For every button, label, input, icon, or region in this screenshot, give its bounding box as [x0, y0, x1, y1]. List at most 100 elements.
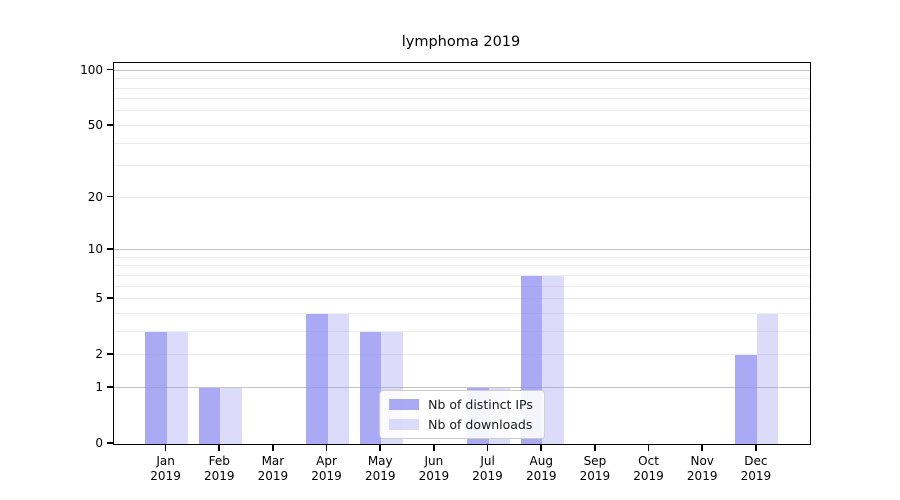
x-tick-mark-apr — [325, 444, 328, 451]
x-tick-month: Sep — [583, 454, 607, 468]
x-tick-label-jul: Jul 2019 — [456, 454, 520, 484]
y-tick-mark-100 — [107, 68, 113, 71]
y-tick-mark-2 — [107, 353, 113, 355]
x-tick-month: Jul — [480, 454, 495, 468]
y-tick-mark-0 — [107, 442, 113, 444]
minor-gridline-8 — [114, 265, 810, 267]
minor-gridline-7 — [114, 274, 810, 276]
x-tick-year: 2019 — [525, 469, 557, 483]
bar-nb-of-distinct-ips-jan — [145, 331, 167, 444]
x-tick-mark-nov — [701, 444, 703, 451]
x-tick-label-oct: Oct 2019 — [617, 454, 681, 484]
x-tick-mark-aug — [540, 444, 543, 451]
legend-item-downloads: Nb of downloads — [389, 417, 533, 432]
legend: Nb of distinct IPs Nb of downloads — [379, 390, 545, 439]
minor-gridline-50 — [114, 124, 810, 126]
x-tick-label-jan: Jan 2019 — [134, 454, 198, 484]
x-tick-label-dec: Dec 2019 — [724, 454, 788, 484]
x-tick-label-nov: Nov 2019 — [670, 454, 734, 484]
x-tick-label-feb: Feb 2019 — [187, 454, 251, 484]
major-gridline-10 — [114, 249, 810, 251]
minor-gridline-30 — [114, 165, 810, 167]
bar-nb-of-distinct-ips-dec — [735, 355, 757, 444]
y-tick-mark-50 — [107, 124, 113, 126]
x-tick-mark-jan — [164, 444, 167, 451]
x-tick-mark-jun — [433, 444, 435, 451]
x-tick-month: Dec — [744, 454, 768, 468]
minor-gridline-4 — [114, 312, 810, 314]
bar-nb-of-downloads-feb — [220, 387, 242, 444]
y-tick-mark-1 — [107, 386, 113, 388]
legend-label-downloads: Nb of downloads — [428, 417, 533, 432]
x-tick-year: 2019 — [686, 469, 718, 483]
x-tick-label-jun: Jun 2019 — [402, 454, 466, 484]
y-tick-label-20: 20 — [87, 189, 103, 204]
x-tick-month: Mar — [261, 454, 285, 468]
legend-item-distinct-ips: Nb of distinct IPs — [389, 397, 533, 412]
bar-nb-of-downloads-apr — [327, 313, 350, 444]
x-tick-mark-sep — [594, 444, 596, 451]
x-tick-month: Nov — [690, 454, 714, 468]
bar-nb-of-distinct-ips-may — [359, 331, 382, 444]
x-tick-label-apr: Apr 2019 — [295, 454, 359, 484]
legend-label-distinct-ips: Nb of distinct IPs — [428, 397, 533, 412]
minor-gridline-70 — [114, 98, 810, 100]
minor-gridline-80 — [114, 87, 810, 89]
minor-gridline-2 — [114, 354, 810, 356]
x-tick-year: 2019 — [633, 469, 664, 483]
x-tick-mark-oct — [647, 444, 650, 451]
x-tick-label-may: May 2019 — [348, 454, 412, 484]
x-tick-mark-dec — [755, 444, 757, 451]
x-tick-month: Apr — [316, 454, 337, 468]
minor-gridline-9 — [114, 256, 810, 258]
bar-nb-of-distinct-ips-feb — [198, 387, 221, 444]
y-tick-label-0: 0 — [95, 436, 103, 450]
major-gridline-1 — [114, 386, 810, 388]
bar-nb-of-downloads-dec — [756, 313, 779, 444]
minor-gridline-40 — [114, 142, 810, 144]
plot-area: Nb of distinct IPs Nb of downloads — [113, 62, 811, 445]
minor-gridline-6 — [114, 285, 810, 287]
chart-title: lymphoma 2019 — [401, 34, 521, 50]
y-tick-label-5: 5 — [95, 291, 103, 306]
x-tick-year: 2019 — [311, 469, 342, 483]
legend-swatch-downloads — [389, 419, 420, 430]
x-tick-year: 2019 — [579, 469, 611, 483]
minor-gridline-3 — [114, 330, 810, 332]
x-tick-label-mar: Mar 2019 — [241, 454, 305, 484]
x-tick-year: 2019 — [472, 469, 503, 483]
y-tick-mark-10 — [107, 248, 113, 250]
x-tick-year: 2019 — [257, 469, 289, 483]
x-tick-month: Jun — [424, 454, 444, 468]
y-tick-mark-20 — [107, 195, 113, 198]
minor-gridline-90 — [114, 78, 810, 80]
x-tick-mark-feb — [218, 444, 221, 451]
x-tick-year: 2019 — [418, 469, 450, 483]
y-tick-label-1: 1 — [95, 379, 103, 394]
x-tick-month: May — [367, 454, 393, 468]
y-tick-label-100: 100 — [80, 62, 103, 77]
bar-nb-of-downloads-aug — [542, 275, 564, 444]
x-tick-mark-jul — [486, 444, 489, 451]
major-gridline-100 — [114, 69, 810, 71]
minor-gridline-60 — [114, 110, 810, 112]
y-tick-label-10: 10 — [87, 242, 103, 256]
minor-gridline-5 — [114, 298, 810, 300]
y-tick-label-2: 2 — [95, 347, 103, 362]
bar-nb-of-distinct-ips-apr — [306, 313, 328, 444]
x-tick-month: Feb — [208, 454, 230, 468]
x-tick-month: Jan — [156, 454, 175, 468]
x-tick-label-aug: Aug 2019 — [509, 454, 573, 484]
legend-swatch-distinct-ips — [389, 399, 420, 410]
x-tick-label-sep: Sep 2019 — [563, 454, 627, 484]
bar-nb-of-downloads-jan — [166, 331, 189, 444]
x-tick-month: Oct — [638, 454, 659, 468]
x-tick-year: 2019 — [203, 469, 235, 483]
y-tick-mark-5 — [107, 297, 113, 299]
x-tick-year: 2019 — [150, 469, 181, 483]
x-tick-mark-may — [379, 444, 382, 451]
x-tick-year: 2019 — [740, 469, 772, 483]
x-tick-mark-mar — [272, 444, 274, 451]
minor-gridline-20 — [114, 196, 810, 198]
